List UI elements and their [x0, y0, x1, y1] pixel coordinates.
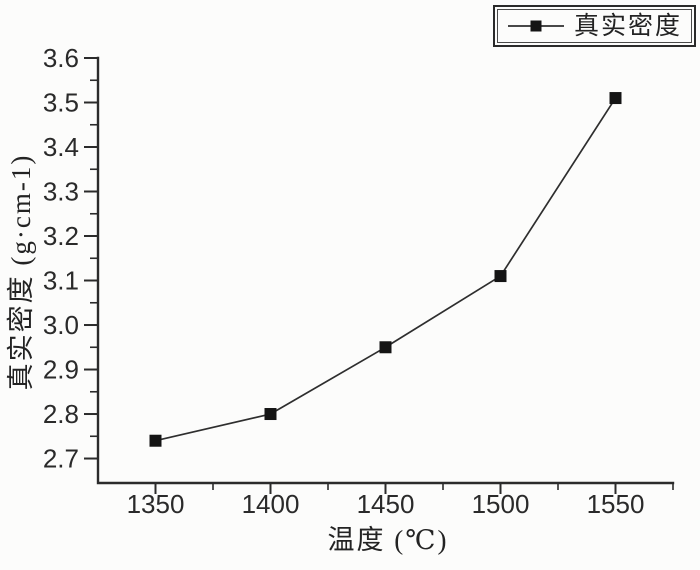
x-tick-label: 1550	[587, 489, 645, 519]
y-tick-label: 3.0	[43, 310, 79, 340]
axis-ticks	[84, 57, 674, 494]
y-tick-label: 2.8	[43, 399, 79, 429]
x-tick-label: 1500	[472, 489, 530, 519]
legend-label: 真实密度	[573, 12, 682, 40]
y-tick-label: 2.7	[43, 444, 79, 474]
y-tick-label: 3.3	[43, 177, 79, 207]
series-line	[155, 97, 617, 442]
x-axis-title: 温度 (℃)	[328, 525, 449, 555]
legend-line-square-marker-icon	[507, 20, 564, 32]
data-point-marker	[379, 341, 392, 354]
x-tick-label: 1350	[127, 489, 185, 519]
data-point-marker	[494, 270, 507, 283]
legend: 真实密度	[492, 5, 696, 47]
x-tick-label: 1450	[357, 489, 415, 519]
y-tick-label: 3.2	[43, 221, 79, 251]
axis-tick-labels: 2.7 2.8 2.9 3.0 3.1 3.2 3.3 3.4 3.5 3.6 1350 1400 14…	[43, 43, 645, 519]
y-tick-label: 3.1	[43, 266, 79, 296]
data-point-marker	[609, 92, 622, 105]
data-point-marker	[264, 408, 277, 421]
y-tick-label: 2.9	[43, 355, 79, 385]
y-tick-label: 3.6	[43, 43, 79, 73]
y-tick-label: 3.4	[43, 132, 79, 162]
y-tick-label: 3.5	[43, 88, 79, 118]
y-axis-title: 真实密度 (g·cm-1)	[6, 154, 36, 391]
axis-frame	[96, 56, 675, 485]
series-true-density	[149, 92, 622, 447]
x-tick-label: 1400	[242, 489, 300, 519]
data-point-marker	[149, 434, 162, 447]
axes	[96, 56, 675, 485]
